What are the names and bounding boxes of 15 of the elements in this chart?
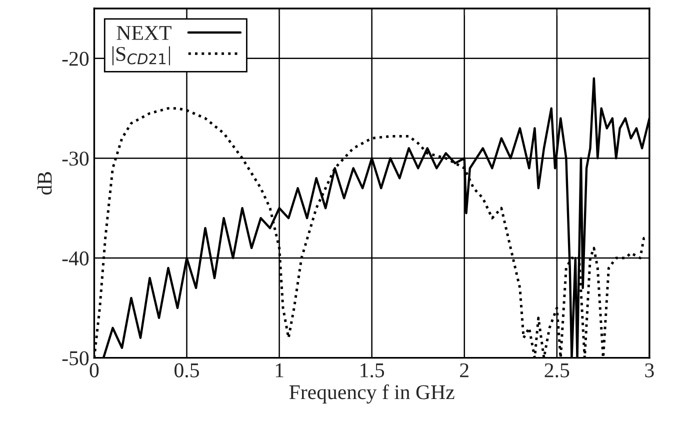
legend-label: NEXT bbox=[116, 26, 172, 40]
y-tick-label: -40 bbox=[62, 251, 89, 266]
x-tick-label: 2.5 bbox=[544, 363, 570, 378]
x-tick-label: 2 bbox=[460, 363, 468, 378]
y-tick-label: -20 bbox=[62, 52, 89, 66]
y-axis-title: dB bbox=[37, 172, 52, 195]
y-tick-label: -50 bbox=[62, 351, 89, 366]
x-tick-label: 0.5 bbox=[174, 363, 199, 378]
x-tick-label: 0 bbox=[90, 363, 99, 378]
legend-label: |S$_{CD21}$| bbox=[112, 46, 170, 66]
x-tick-label: 3 bbox=[645, 363, 654, 378]
x-tick-label: 1.5 bbox=[360, 363, 384, 378]
x-tick-label: 1 bbox=[276, 363, 284, 378]
y-tick-label: -30 bbox=[62, 152, 89, 166]
x-axis-title: Frequency f in GHz bbox=[289, 384, 454, 404]
